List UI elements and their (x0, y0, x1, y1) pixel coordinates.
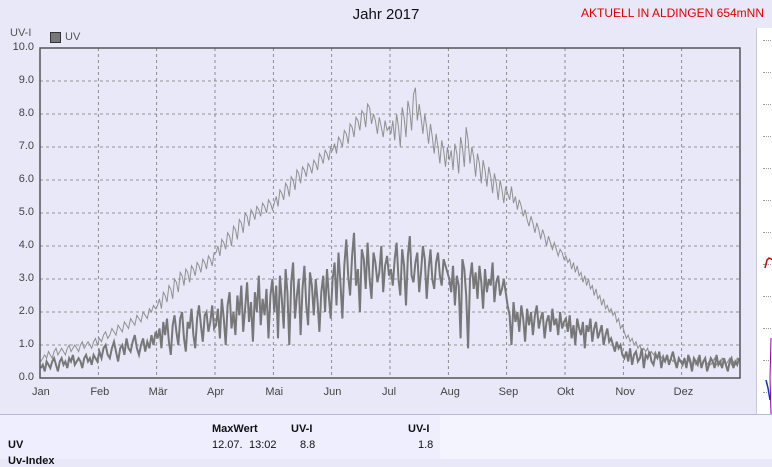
max-value: 8.8 (300, 439, 316, 451)
x-tick-label: Sep (498, 386, 519, 398)
table-label-cell: UV Uv-Index (0, 415, 89, 467)
table-current-cell: UV-I 1.8 (324, 415, 441, 459)
y-tick-label: 2.0 (18, 305, 34, 317)
side-mini-chart (764, 257, 772, 449)
plot-frame (39, 47, 741, 379)
side-panel (756, 28, 772, 458)
legend-label: UV (65, 31, 81, 43)
max-time: 13:02 (249, 439, 277, 451)
x-tick-label: Mai (265, 386, 284, 398)
x-tick-label: Nov (615, 386, 635, 398)
x-tick-label: Jan (32, 386, 50, 398)
x-tick-label: Apr (207, 386, 225, 398)
legend: UV (50, 31, 80, 43)
x-tick-label: Aug (440, 386, 460, 398)
x-tick-label: Feb (90, 386, 110, 398)
table-label: UV (8, 439, 24, 451)
table-max-cell: MaxWert UV-I 12.07. 13:02 8.8 (204, 415, 325, 459)
series-secondary-line (40, 87, 740, 367)
y-tick-label: 6.0 (18, 173, 34, 185)
chart-title: Jahr 2017 (352, 6, 420, 23)
max-date: 12.07. (212, 439, 243, 451)
location-headline: AKTUELL IN ALDINGEN 654mNN (581, 6, 764, 20)
max-unit: UV-I (291, 423, 313, 435)
x-tick-label: Dez (673, 386, 694, 398)
y-tick-label: 0.0 (18, 371, 34, 383)
y-tick-label: 8.0 (18, 107, 34, 119)
current-unit: UV-I (408, 423, 430, 435)
y-tick-label: 3.0 (18, 272, 34, 284)
table-empty-cell (440, 415, 756, 459)
table-label-sub: Uv-Index (8, 455, 55, 467)
table-spacer-cell (88, 415, 205, 459)
y-tick-label: 1.0 (18, 338, 34, 350)
uv-chart (39, 47, 741, 379)
x-tick-label: Jun (323, 386, 342, 398)
y-tick-label: 9.0 (18, 74, 34, 86)
x-tick-label: Mär (148, 386, 168, 398)
series-uv-line (40, 232, 741, 372)
y-tick-label: 10.0 (12, 41, 34, 53)
y-tick-label: 5.0 (18, 206, 34, 218)
x-tick-label: Jul (382, 386, 397, 398)
current-value: 1.8 (418, 439, 434, 451)
y-tick-label: 4.0 (18, 239, 34, 251)
y-axis-label: UV-I (10, 27, 32, 39)
legend-swatch-icon (50, 31, 61, 43)
y-tick-label: 7.0 (18, 140, 34, 152)
max-header: MaxWert (212, 423, 258, 435)
summary-table: UV Uv-Index MaxWert UV-I 12.07. 13:02 8.… (0, 414, 772, 467)
x-tick-label: Okt (557, 386, 575, 398)
